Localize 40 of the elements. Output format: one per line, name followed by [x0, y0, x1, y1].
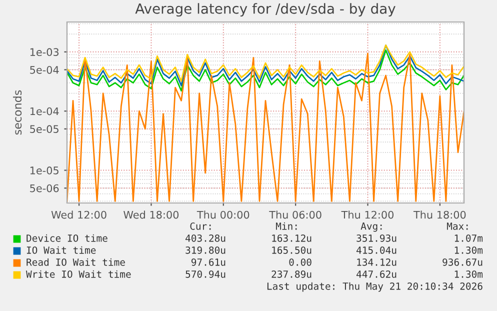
y-tick-label: 1e-04 — [30, 107, 59, 116]
y-axis-title: seconds — [13, 90, 22, 135]
text: 163.12u — [272, 234, 312, 242]
text: Cur: — [190, 222, 211, 230]
text: 936.67u — [442, 258, 482, 266]
x-tick-label: Thu 18:00 — [413, 210, 466, 219]
x-tick-label: Thu 00:00 — [196, 210, 250, 219]
y-tick-label: 5e-06 — [30, 184, 59, 192]
text: 570.94u — [186, 270, 226, 278]
chart-title: Average latency for /dev/sda - by day — [135, 3, 396, 17]
text: 1.30m — [454, 246, 483, 254]
legend-label: IO Wait time — [26, 246, 96, 254]
text: 1.07m — [454, 234, 483, 242]
x-tick-label: Thu 12:00 — [341, 210, 394, 219]
x-tick-label: Wed 12:00 — [51, 210, 106, 219]
text: 403.28u — [186, 234, 226, 242]
legend-label: Device IO time — [26, 234, 108, 242]
text: Min: — [276, 222, 297, 230]
text: 237.89u — [272, 270, 312, 278]
line-series — [67, 49, 464, 92]
text: 0.00 — [289, 258, 312, 266]
text: Avg: — [360, 222, 382, 232]
y-tick-label: 1e-03 — [30, 48, 59, 56]
legend-label: Read IO Wait time — [26, 258, 125, 266]
y-tick-label: 5e-04 — [30, 66, 59, 74]
text: 1.30m — [454, 270, 483, 278]
text: 319.80u — [186, 246, 226, 254]
legend-label: Write IO Wait time — [26, 270, 131, 278]
y-tick-label: 5e-05 — [30, 125, 58, 134]
text: Last update: Thu May 21 20:10:34 2026 — [267, 282, 482, 292]
text: 134.12u — [357, 258, 396, 266]
text: 97.61u — [191, 258, 226, 266]
text: 415.04u — [356, 246, 396, 254]
text: 447.62u — [356, 270, 396, 278]
text: 351.93u — [356, 234, 396, 242]
x-tick-label: Wed 18:00 — [124, 210, 179, 219]
text: Max: — [446, 222, 468, 230]
text: 165.50u — [272, 246, 312, 254]
y-tick-label: 1e-05 — [30, 166, 58, 174]
x-tick-label: Thu 06:00 — [269, 210, 322, 219]
